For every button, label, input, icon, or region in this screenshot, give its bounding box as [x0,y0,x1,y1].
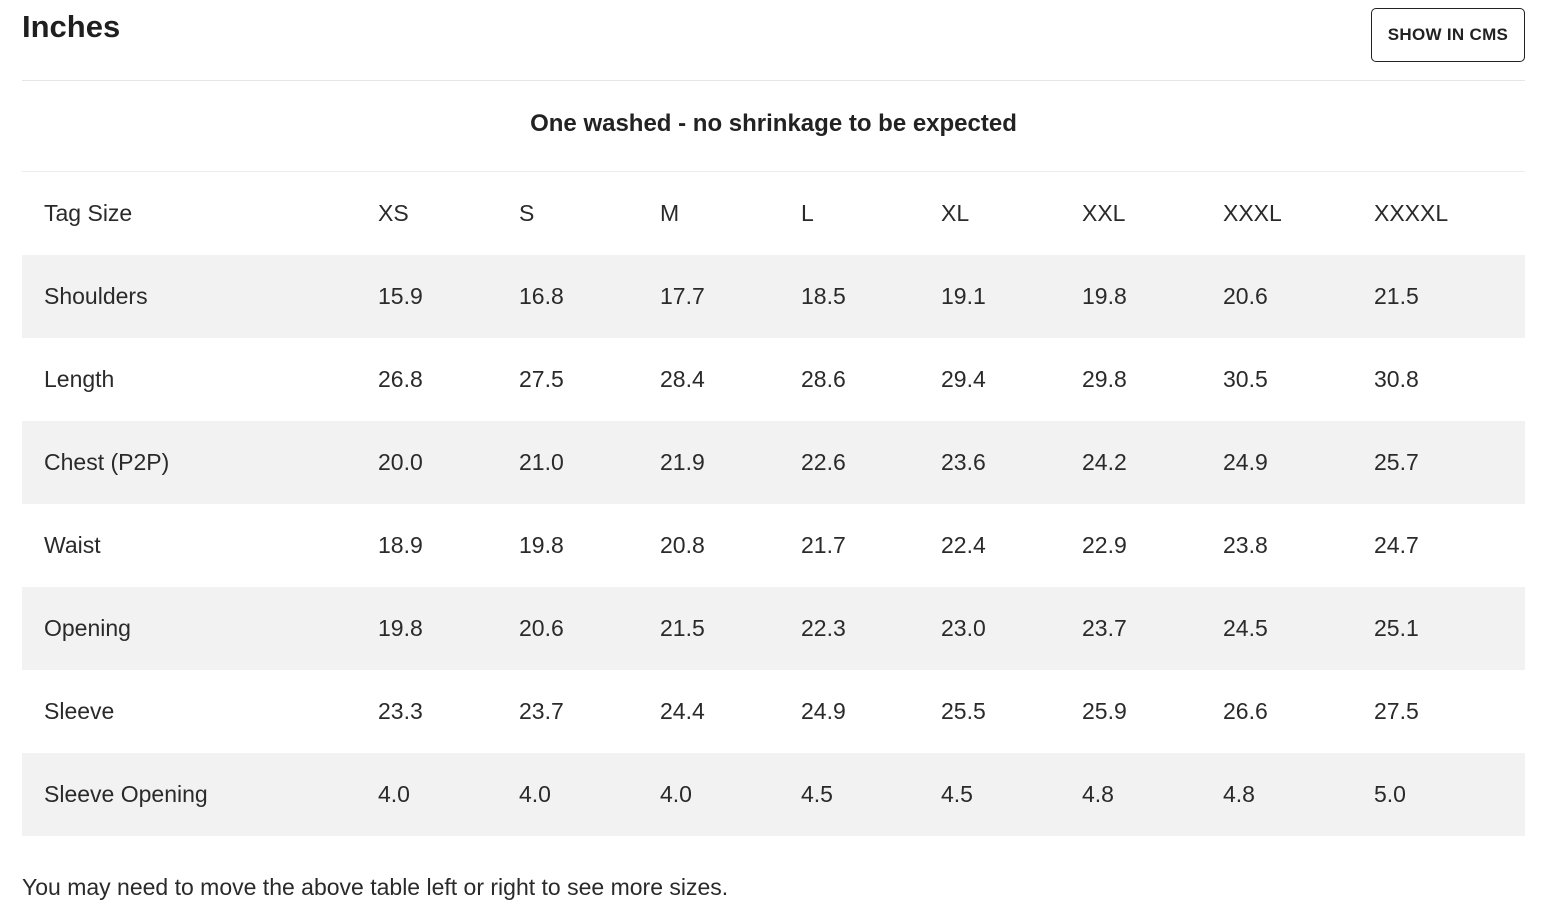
row-label: Shoulders [44,283,148,309]
show-in-cms-button[interactable]: SHOW IN CMS [1371,8,1525,62]
table-cell: 29.8 [1082,366,1127,392]
table-cell: 19.8 [378,615,423,641]
column-header: XXXXL [1374,200,1449,226]
table-cell: 26.8 [378,366,423,392]
row-label: Opening [44,615,131,641]
row-label: Sleeve [44,698,115,724]
table-cell: 4.8 [1082,781,1114,807]
table-cell: 23.6 [941,449,986,475]
table-cell: 25.7 [1374,449,1419,475]
table-cell: 4.5 [801,781,833,807]
row-label: Length [44,366,115,392]
table-cell: 21.9 [660,449,705,475]
size-table: Tag Size XS S M L XL XXL XXXL XXXXL Shou… [22,172,1525,836]
table-cell: 17.7 [660,283,705,309]
table-row: Length 26.8 27.5 28.4 28.6 29.4 29.8 30.5 30.8 [22,338,1525,421]
table-cell: 28.4 [660,366,705,392]
table-cell: 19.8 [1082,283,1127,309]
table-cell: 30.8 [1374,366,1419,392]
column-header: S [519,200,535,226]
table-row: Shoulders 15.9 16.8 17.7 18.5 19.1 19.8 20.6 21.… [22,255,1525,338]
table-cell: 22.3 [801,615,846,641]
table-row: Opening 19.8 20.6 21.5 22.3 23.0 23.7 24.5 25.1 [22,587,1525,670]
table-cell: 22.9 [1082,532,1127,558]
table-cell: 24.7 [1374,532,1419,558]
table-cell: 29.4 [941,366,986,392]
table-row: Chest (P2P) 20.0 21.0 21.9 22.6 23.6 24.2 24.9 2… [22,421,1525,504]
table-cell: 24.4 [660,698,705,724]
table-cell: 4.0 [519,781,551,807]
row-label: Waist [44,532,101,558]
table-cell: 18.9 [378,532,423,558]
column-header: XXL [1082,200,1126,226]
table-cell: 24.9 [801,698,846,724]
table-cell: 18.5 [801,283,846,309]
column-header: XS [378,200,409,226]
table-cell: 25.5 [941,698,986,724]
table-cell: 4.8 [1223,781,1255,807]
table-cell: 25.1 [1374,615,1419,641]
table-cell: 4.5 [941,781,973,807]
table-cell: 20.0 [378,449,423,475]
table-cell: 30.5 [1223,366,1268,392]
table-row: Waist 18.9 19.8 20.8 21.7 22.4 22.9 23.8 24.7 [22,504,1525,587]
table-cell: 22.6 [801,449,846,475]
table-cell: 21.0 [519,449,564,475]
table-cell: 24.5 [1223,615,1268,641]
table-cell: 23.0 [941,615,986,641]
section-header: Inches SHOW IN CMS [22,0,1525,81]
scroll-hint: You may need to move the above table lef… [22,874,729,900]
column-header: L [801,200,814,226]
table-cell: 16.8 [519,283,564,309]
table-cell: 23.7 [519,698,564,724]
table-cell: 19.1 [941,283,986,309]
table-cell: 19.8 [519,532,564,558]
table-header-row: Tag Size XS S M L XL XXL XXXL XXXXL [22,172,1525,255]
table-cell: 20.8 [660,532,705,558]
row-label: Sleeve Opening [44,781,208,807]
table-row: Sleeve Opening 4.0 4.0 4.0 4.5 4.5 4.8 4.8 5.0 [22,753,1525,836]
table-cell: 5.0 [1374,781,1406,807]
table-cell: 27.5 [1374,698,1419,724]
table-cell: 23.3 [378,698,423,724]
table-cell: 23.8 [1223,532,1268,558]
table-cell: 28.6 [801,366,846,392]
table-cell: 4.0 [378,781,410,807]
column-header: XL [941,200,970,226]
column-header: Tag Size [44,200,133,226]
table-cell: 21.7 [801,532,846,558]
size-chart-section: Inches SHOW IN CMS One washed - no shrin… [22,0,1525,836]
table-cell: 21.5 [660,615,705,641]
table-caption: One washed - no shrinkage to be expected [22,81,1525,172]
table-row: Sleeve 23.3 23.7 24.4 24.9 25.5 25.9 26.6 27.5 [22,670,1525,753]
table-cell: 24.9 [1223,449,1268,475]
table-cell: 26.6 [1223,698,1268,724]
table-cell: 20.6 [519,615,564,641]
column-header: M [660,200,680,226]
table-cell: 25.9 [1082,698,1127,724]
table-body: Shoulders 15.9 16.8 17.7 18.5 19.1 19.8 20.6 21.… [22,255,1525,836]
table-cell: 24.2 [1082,449,1127,475]
table-cell: 23.7 [1082,615,1127,641]
table-cell: 15.9 [378,283,423,309]
column-header: XXXL [1223,200,1282,226]
table-cell: 22.4 [941,532,986,558]
table-cell: 21.5 [1374,283,1419,309]
row-label: Chest (P2P) [44,449,170,475]
section-title: Inches [22,9,121,44]
table-cell: 20.6 [1223,283,1268,309]
table-cell: 27.5 [519,366,564,392]
table-cell: 4.0 [660,781,692,807]
